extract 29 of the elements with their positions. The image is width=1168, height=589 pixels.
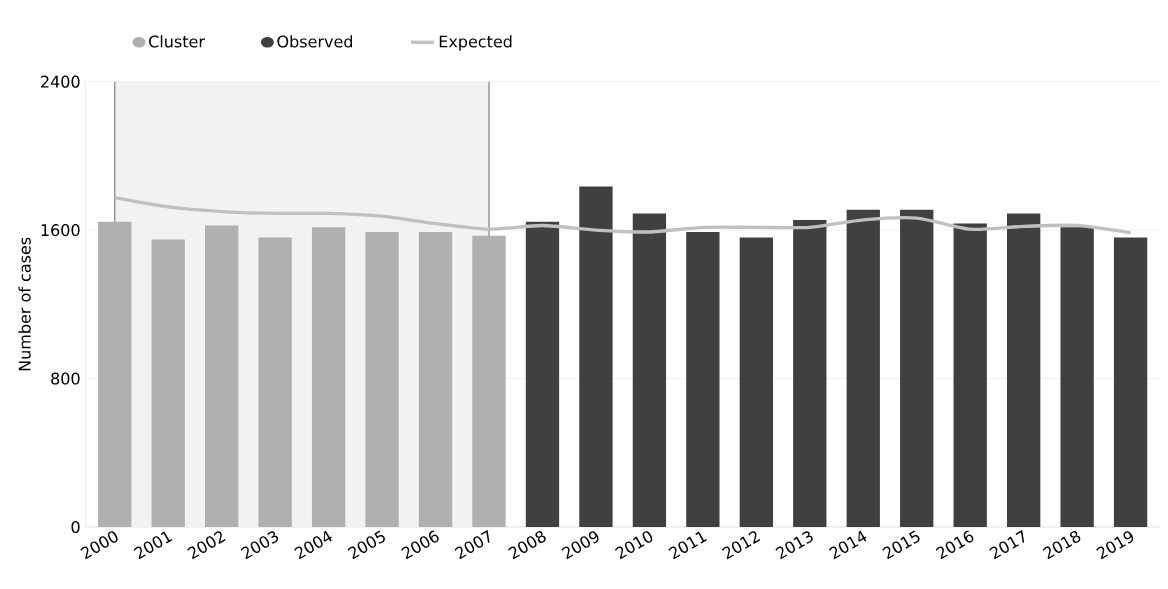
legend-label: Cluster <box>149 35 205 48</box>
bar <box>151 239 185 527</box>
y-tick-label: 2400 <box>41 75 80 88</box>
bar <box>1060 227 1094 527</box>
bar <box>953 223 987 527</box>
y-tick-label: 800 <box>51 372 80 385</box>
bar <box>846 209 880 527</box>
bar <box>525 221 560 527</box>
bar <box>739 237 773 527</box>
bar <box>311 227 346 527</box>
y-tick-label: 0 <box>71 520 80 534</box>
bar <box>1113 237 1148 527</box>
y-tick-label: 1600 <box>41 224 80 237</box>
bar <box>900 209 934 527</box>
bar <box>1006 213 1041 527</box>
bar <box>418 231 453 527</box>
line-series <box>113 195 1133 235</box>
bar <box>632 213 667 527</box>
bar <box>793 219 827 527</box>
legend-label: Observed <box>277 35 353 48</box>
bar <box>365 231 399 527</box>
bar <box>686 231 720 527</box>
bar <box>205 225 239 527</box>
bar <box>98 221 132 527</box>
bar <box>472 235 506 527</box>
y-axis-title: Number of cases <box>18 237 31 371</box>
legend-label: Expected <box>439 35 512 51</box>
bar <box>258 237 292 527</box>
bar <box>579 186 613 527</box>
